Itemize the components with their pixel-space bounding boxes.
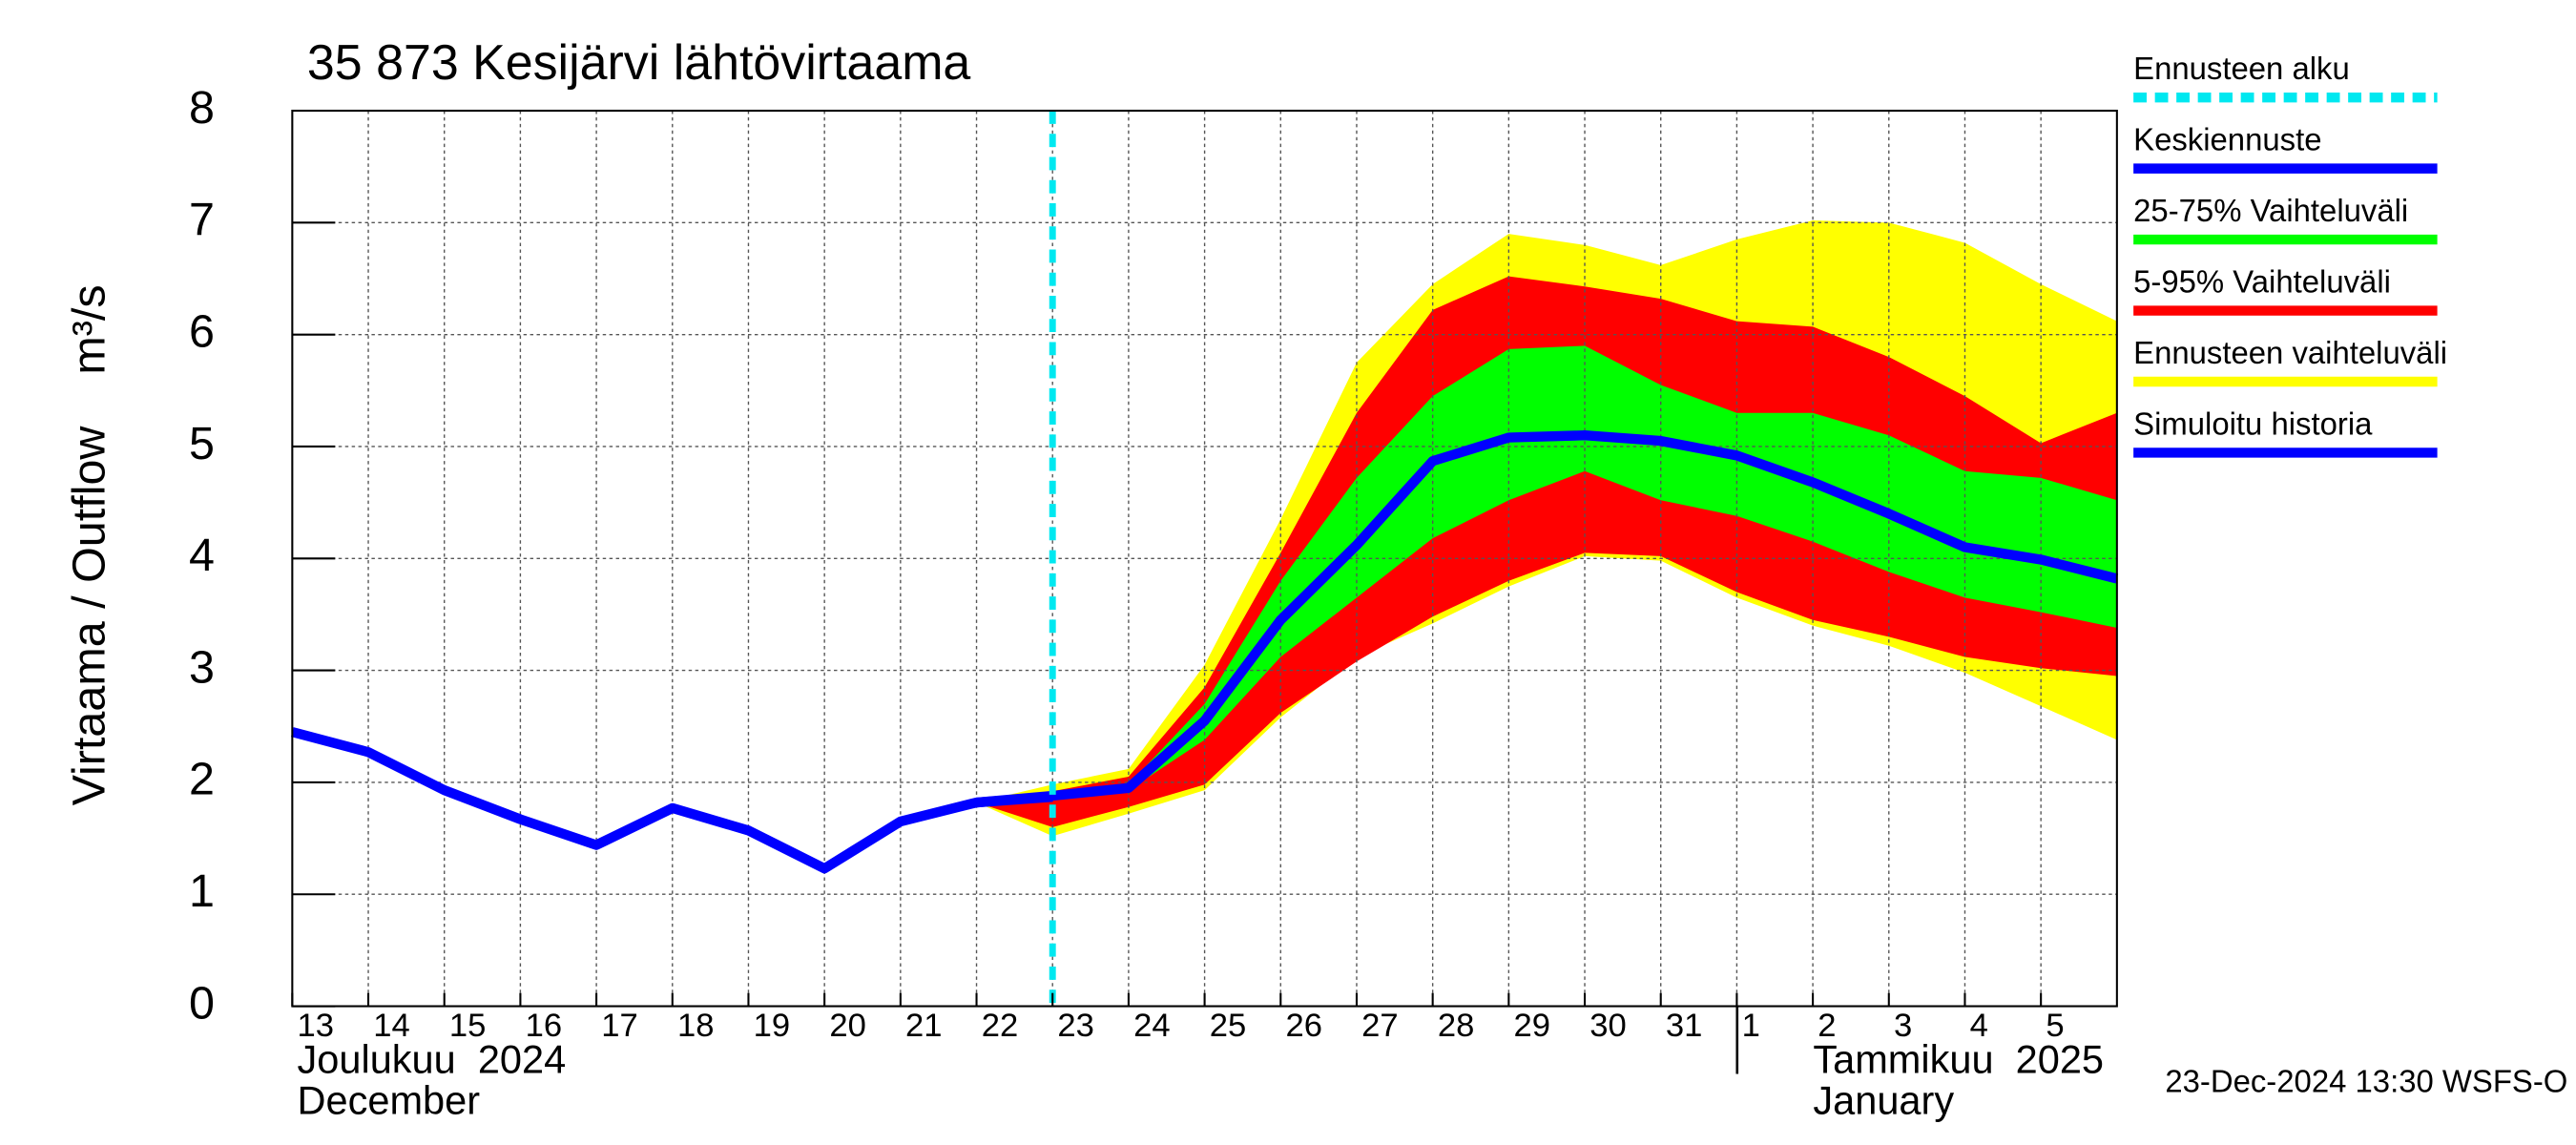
y-tick-label: 3 xyxy=(189,641,215,693)
y-tick-label: 6 xyxy=(189,305,215,357)
y-tick-label: 5 xyxy=(189,418,215,469)
x-tick-label: 21 xyxy=(905,1008,942,1044)
x-tick-label: 5 xyxy=(2046,1008,2064,1044)
y-tick-label: 1 xyxy=(189,865,215,917)
y-tick-label: 4 xyxy=(189,530,215,581)
month-label: Tammikuu 2025 xyxy=(1813,1036,2104,1081)
month-label: Joulukuu 2024 xyxy=(298,1036,567,1081)
band xyxy=(976,276,2117,827)
x-tick-label: 3 xyxy=(1894,1008,1912,1044)
legend-label: 5-95% Vaihteluväli xyxy=(2133,264,2391,300)
x-tick-label: 26 xyxy=(1285,1008,1321,1044)
x-tick-label: 14 xyxy=(373,1008,409,1044)
y-tick-label: 2 xyxy=(189,754,215,805)
x-tick-label: 29 xyxy=(1514,1008,1550,1044)
x-tick-label: 20 xyxy=(829,1008,865,1044)
x-tick-label: 27 xyxy=(1361,1008,1398,1044)
x-tick-label: 31 xyxy=(1666,1008,1702,1044)
x-tick-label: 4 xyxy=(1970,1008,1988,1044)
legend-label: Keskiennuste xyxy=(2133,122,2321,157)
footer: 23-Dec-2024 13:30 WSFS-O xyxy=(2165,1064,2567,1099)
legend-label: 25-75% Vaihteluväli xyxy=(2133,193,2408,228)
legend-label: Simuloitu historia xyxy=(2133,406,2373,441)
chart-title: 35 873 Kesijärvi lähtövirtaama xyxy=(307,35,971,91)
x-tick-label: 19 xyxy=(754,1008,790,1044)
month-label: January xyxy=(1813,1078,1954,1123)
band xyxy=(976,345,2117,803)
x-tick-label: 17 xyxy=(601,1008,637,1044)
month-label: December xyxy=(298,1078,481,1123)
legend-label: Ennusteen vaihteluväli xyxy=(2133,335,2447,370)
x-tick-label: 16 xyxy=(526,1008,562,1044)
x-tick-label: 15 xyxy=(449,1008,486,1044)
x-tick-label: 25 xyxy=(1210,1008,1246,1044)
x-tick-label: 2 xyxy=(1818,1008,1836,1044)
x-tick-label: 1 xyxy=(1742,1008,1760,1044)
y-axis-label: Virtaama / Outflow m³/s xyxy=(64,284,115,805)
x-tick-label: 24 xyxy=(1133,1008,1170,1044)
x-tick-label: 13 xyxy=(298,1008,334,1044)
line xyxy=(291,727,1053,874)
x-tick-label: 18 xyxy=(677,1008,714,1044)
legend-label: Ennusteen alku xyxy=(2133,51,2350,86)
x-tick-label: 23 xyxy=(1057,1008,1093,1044)
x-tick-label: 28 xyxy=(1438,1008,1474,1044)
y-tick-label: 7 xyxy=(189,194,215,245)
x-tick-label: 22 xyxy=(982,1008,1018,1044)
x-tick-label: 30 xyxy=(1589,1008,1626,1044)
y-tick-label: 8 xyxy=(189,82,215,134)
line xyxy=(976,430,2119,808)
y-tick-label: 0 xyxy=(189,977,215,1029)
